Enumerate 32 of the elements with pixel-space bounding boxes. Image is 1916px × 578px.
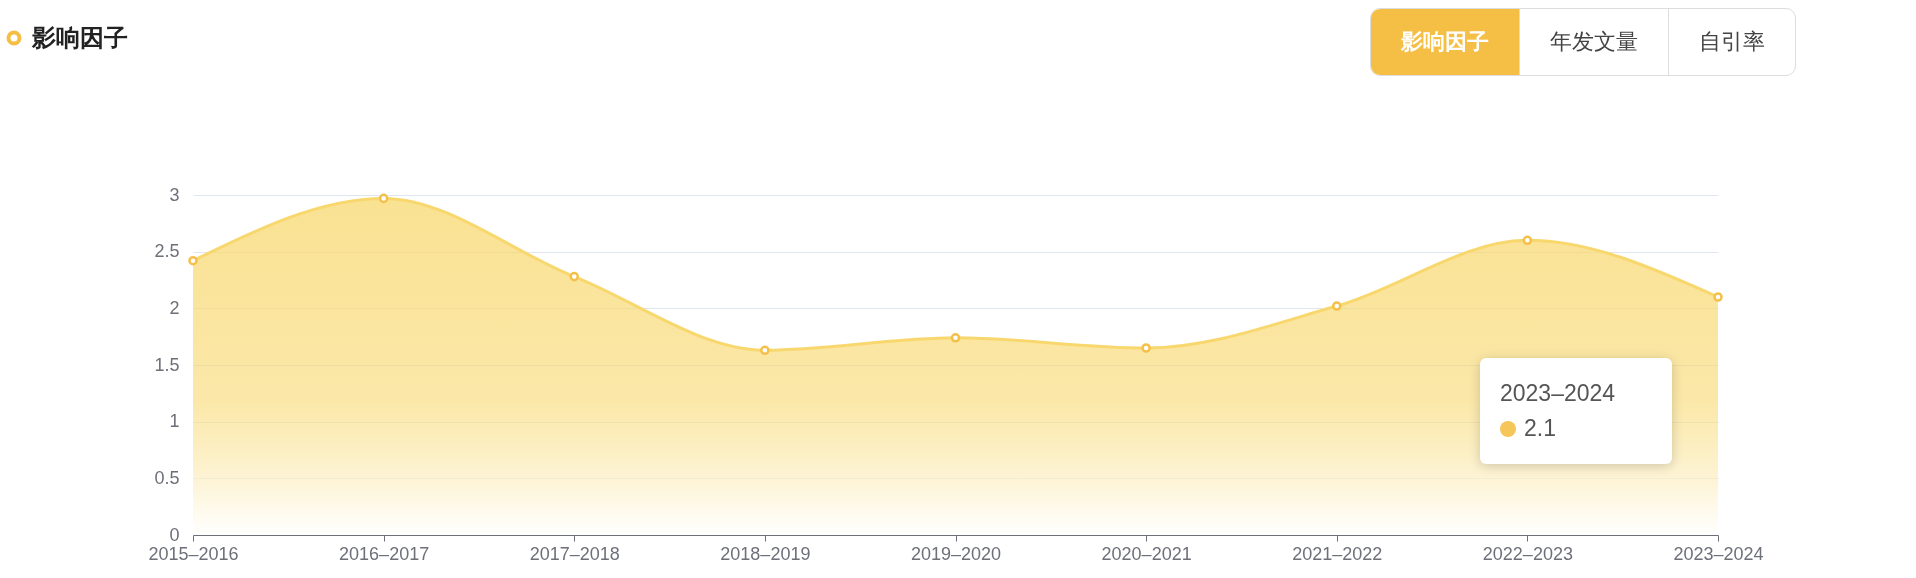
y-tick-label: 3 bbox=[169, 184, 180, 205]
x-tick-label: 2019–2020 bbox=[910, 543, 1002, 564]
point bbox=[760, 345, 770, 356]
y-tick-label: 2 bbox=[169, 297, 180, 318]
y-tick-label: 2.5 bbox=[154, 241, 180, 262]
x-tick-label: 2022–2023 bbox=[1482, 543, 1573, 564]
x-tick-label: 2020–2021 bbox=[1101, 543, 1192, 564]
chart-title: 影响因子 bbox=[1371, 9, 1519, 75]
x-tick-label: 2016–2017 bbox=[339, 543, 430, 564]
annotation: 2023–2024 bbox=[1500, 380, 1616, 407]
point bbox=[1713, 292, 1723, 302]
y-tick-label: 0 bbox=[169, 524, 180, 545]
x-tick-label: 2023–2024 bbox=[1673, 543, 1764, 564]
point bbox=[569, 271, 580, 282]
point bbox=[1522, 235, 1533, 246]
x-tick-label: 2017–2018 bbox=[529, 543, 620, 564]
annotation: 2.1 bbox=[1524, 415, 1556, 442]
point bbox=[1141, 343, 1151, 353]
y-tick-label: 1.5 bbox=[154, 354, 180, 375]
point bbox=[378, 193, 389, 204]
x-tick-label: 2015–2016 bbox=[148, 543, 239, 564]
y-tick-label: 1 bbox=[169, 411, 180, 432]
text: 年发文量 bbox=[1519, 9, 1668, 75]
point bbox=[1331, 301, 1342, 311]
y-tick-label: 0.5 bbox=[154, 467, 180, 488]
text: 自引率 bbox=[1668, 9, 1795, 75]
point bbox=[188, 255, 198, 266]
tooltip-card: 2023–2024 2.1 bbox=[1480, 358, 1672, 464]
chart-title: 影响因子 bbox=[32, 24, 128, 52]
point bbox=[950, 333, 961, 343]
x-tick-label: 2018–2019 bbox=[720, 543, 811, 564]
x-tick-label: 2021–2022 bbox=[1292, 543, 1383, 564]
